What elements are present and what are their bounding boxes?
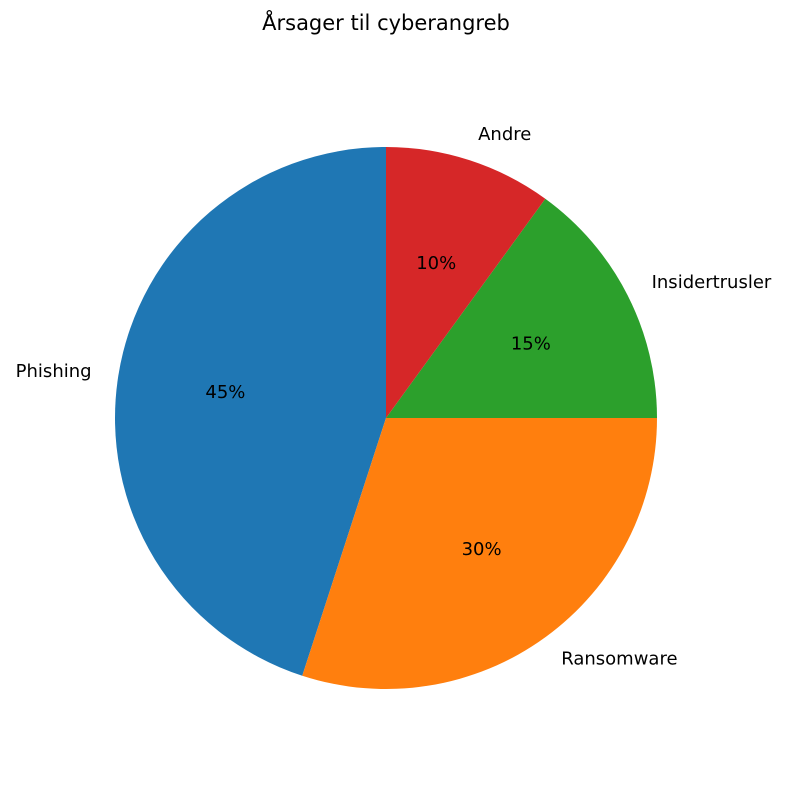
slice-pct-ransomware: 30% [462,539,502,560]
pie-slice-andre [386,147,546,418]
chart-title: Årsager til cyberangreb [262,9,510,35]
slice-label-ransomware: Ransomware [561,649,677,670]
slice-pct-andre: 10% [416,253,456,274]
slice-label-insidertrusler: Insidertrusler [652,272,772,293]
pie-slice-phishing [114,147,387,676]
slice-pct-insidertrusler: 15% [511,334,551,355]
pie-slices [114,147,657,689]
slice-label-phishing: Phishing [16,361,92,382]
pie-slice-ransomware [302,418,657,689]
pie-labels: Phishing 45% Ransomware 30% Insidertrusler 15… [16,124,772,670]
pie-slice-insidertrusler [386,198,657,418]
slice-label-andre: Andre [478,124,531,145]
slice-pct-phishing: 45% [205,382,245,403]
